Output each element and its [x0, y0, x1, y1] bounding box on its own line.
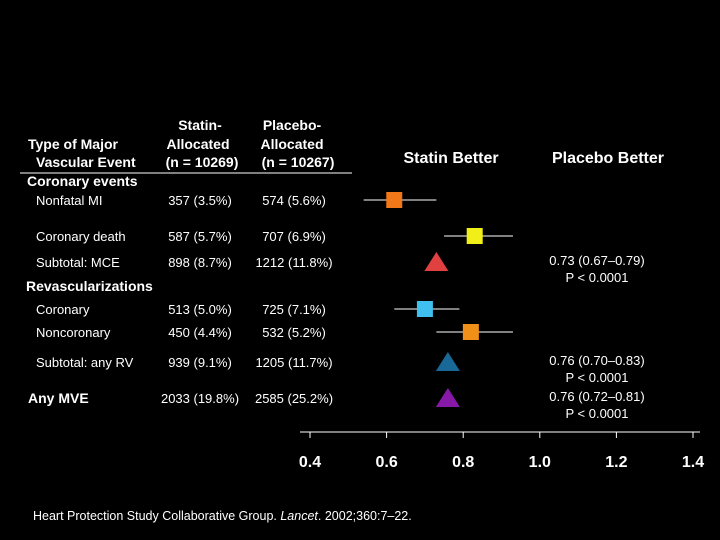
estimate-triangle — [435, 388, 460, 407]
x-axis-ticks: 0.4 0.6 0.8 1.0 1.2 1.4 — [299, 432, 704, 471]
row-result: 0.76 (0.72–0.81) — [549, 389, 644, 404]
x-tick-label: 0.8 — [452, 454, 474, 471]
estimate-square — [462, 324, 479, 340]
row-placebo-value: 574 (5.6%) — [262, 193, 326, 208]
row-placebo-value: 532 (5.2%) — [262, 325, 326, 340]
row-statin-value: 898 (8.7%) — [168, 255, 232, 270]
citation-suffix: . 2002;360:7–22. — [318, 509, 412, 523]
row-placebo-value: 1212 (11.8%) — [255, 255, 332, 270]
row-label: Any MVE — [28, 390, 89, 406]
x-tick-label: 1.0 — [529, 454, 551, 471]
row-result: 0.73 (0.67–0.79) — [549, 253, 644, 268]
row-placebo-value: 707 (6.9%) — [262, 229, 326, 244]
statin-better-label: Statin Better — [403, 150, 498, 167]
estimate-square — [416, 301, 433, 317]
row-p-value: P < 0.0001 — [565, 370, 628, 385]
row-label: Coronary — [36, 302, 90, 317]
row-statin-value: 2033 (19.8%) — [161, 391, 239, 406]
estimate-triangle — [424, 252, 449, 271]
estimate-square — [386, 192, 403, 208]
row-placebo-value: 725 (7.1%) — [262, 302, 326, 317]
citation-prefix: Heart Protection Study Collaborative Gro… — [33, 509, 280, 523]
row-p-value: P < 0.0001 — [565, 270, 628, 285]
x-tick-label: 1.2 — [605, 454, 627, 471]
col-type-line1: Type of Major — [28, 136, 119, 152]
citation-journal: Lancet — [280, 509, 318, 523]
placebo-better-label: Placebo Better — [552, 150, 664, 167]
col-type-line2: Vascular Event — [36, 154, 136, 170]
row-p-value: P < 0.0001 — [565, 406, 628, 421]
x-tick-label: 0.4 — [299, 454, 321, 471]
estimate-square — [466, 228, 483, 244]
row-label: Subtotal: MCE — [36, 255, 120, 270]
row-label: Nonfatal MI — [36, 193, 102, 208]
row-label: Coronary death — [36, 229, 126, 244]
estimate-triangle — [435, 352, 460, 371]
col-statin-line3: (n = 10269) — [166, 154, 239, 170]
col-placebo-line3: (n = 10267) — [262, 154, 335, 170]
forest-rows: Nonfatal MI 357 (3.5%) 574 (5.6%) Coronary … — [28, 192, 645, 421]
row-label: Noncoronary — [36, 325, 111, 340]
row-statin-value: 513 (5.0%) — [168, 302, 232, 317]
section-coronary-events: Coronary events — [27, 173, 138, 189]
citation: Heart Protection Study Collaborative Gro… — [33, 509, 412, 523]
row-statin-value: 357 (3.5%) — [168, 193, 232, 208]
x-tick-label: 0.6 — [375, 454, 397, 471]
col-statin-line1: Statin- — [178, 117, 222, 133]
row-placebo-value: 2585 (25.2%) — [255, 391, 333, 406]
x-tick-label: 1.4 — [682, 454, 704, 471]
row-statin-value: 450 (4.4%) — [168, 325, 232, 340]
row-statin-value: 939 (9.1%) — [168, 355, 232, 370]
section-revascularizations: Revascularizations — [26, 278, 153, 294]
col-placebo-line2: Allocated — [260, 136, 323, 152]
row-result: 0.76 (0.70–0.83) — [549, 353, 644, 368]
col-placebo-line1: Placebo- — [263, 117, 322, 133]
row-placebo-value: 1205 (11.7%) — [255, 355, 332, 370]
col-statin-line2: Allocated — [166, 136, 229, 152]
row-label: Subtotal: any RV — [36, 355, 134, 370]
row-statin-value: 587 (5.7%) — [168, 229, 232, 244]
